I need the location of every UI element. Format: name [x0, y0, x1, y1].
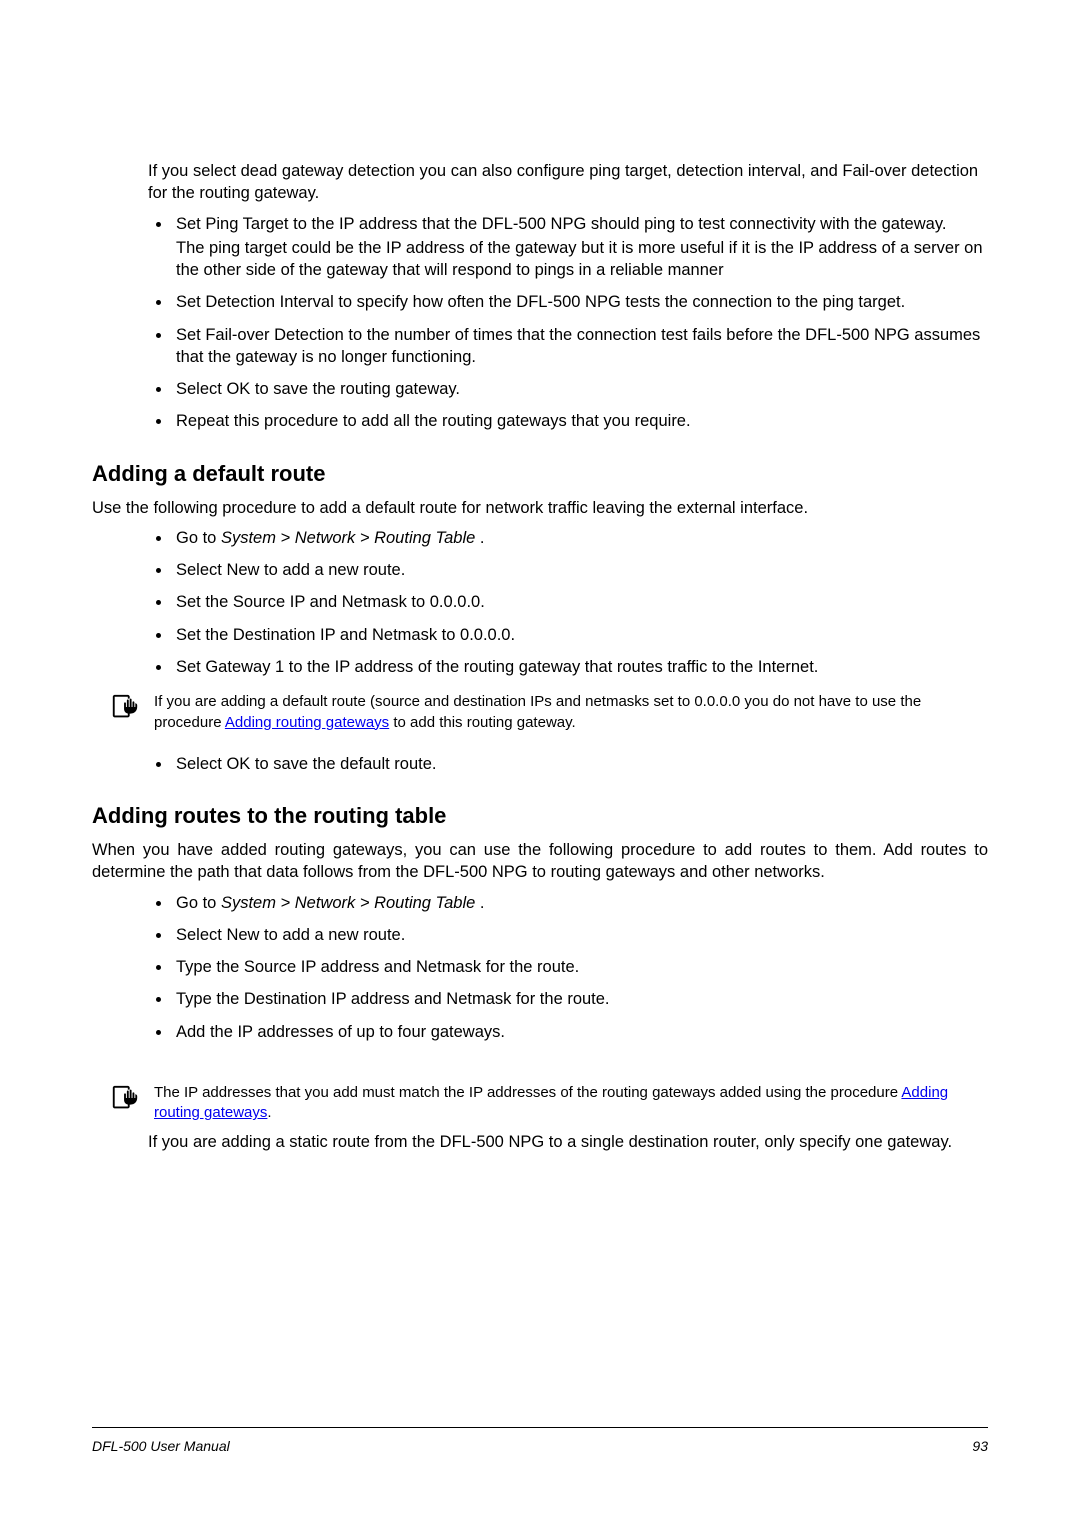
list-item-text: Set Fail-over Detection to the number of…: [176, 326, 980, 366]
list-item-text: Set Gateway 1 to the IP address of the r…: [176, 658, 818, 676]
intro-paragraph: If you select dead gateway detection you…: [148, 160, 988, 205]
link-adding-routing-gateways[interactable]: Adding routing gateways: [225, 714, 389, 731]
list-item-text-post: .: [480, 894, 485, 912]
list-item-text-pre: Go to: [176, 894, 221, 912]
note-hand-icon: [110, 1083, 140, 1118]
list-item-text: Set Ping Target to the IP address that t…: [176, 215, 946, 233]
list-item: Select New to add a new route.: [172, 924, 988, 946]
footer-page-number: 93: [972, 1438, 988, 1454]
bullet-list-section1: Go to System > Network > Routing Table .…: [172, 527, 988, 678]
note-text-post: .: [267, 1104, 271, 1121]
page-footer: DFL-500 User Manual 93: [92, 1427, 988, 1454]
list-item: Set the Source IP and Netmask to 0.0.0.0…: [172, 591, 988, 613]
list-item: Go to System > Network > Routing Table .: [172, 527, 988, 549]
footer-divider: [92, 1427, 988, 1428]
list-item-text: Set the Source IP and Netmask to 0.0.0.0…: [176, 593, 485, 611]
list-item: Go to System > Network > Routing Table .: [172, 892, 988, 914]
note-hand-icon: [110, 692, 140, 727]
list-item-text: Repeat this procedure to add all the rou…: [176, 412, 691, 430]
list-item-text: Type the Destination IP address and Netm…: [176, 990, 610, 1008]
list-item: Set Detection Interval to specify how of…: [172, 291, 988, 313]
list-item: Set Gateway 1 to the IP address of the r…: [172, 656, 988, 678]
section1-paragraph: Use the following procedure to add a def…: [92, 497, 988, 519]
list-item-text: Select New to add a new route.: [176, 561, 405, 579]
note-text: If you are adding a default route (sourc…: [154, 692, 988, 733]
list-item: Type the Destination IP address and Netm…: [172, 988, 988, 1010]
list-item: Set the Destination IP and Netmask to 0.…: [172, 624, 988, 646]
section2-after-note-paragraph: If you are adding a static route from th…: [148, 1131, 988, 1153]
list-item: Select OK to save the default route.: [172, 753, 988, 775]
list-item-text: Set Detection Interval to specify how of…: [176, 293, 905, 311]
section2-paragraph: When you have added routing gateways, yo…: [92, 839, 988, 884]
list-item-text-italic: System > Network > Routing Table: [221, 894, 480, 912]
document-page: If you select dead gateway detection you…: [0, 0, 1080, 1528]
note-text-post: to add this routing gateway.: [389, 714, 576, 731]
note-text: The IP addresses that you add must match…: [154, 1083, 988, 1124]
note-block-section1: If you are adding a default route (sourc…: [110, 692, 988, 733]
list-item-subtext: The ping target could be the IP address …: [176, 237, 988, 282]
bullet-list-section2: Go to System > Network > Routing Table .…: [172, 892, 988, 1043]
list-item-text: Add the IP addresses of up to four gatew…: [176, 1023, 505, 1041]
bullet-list-section1-after: Select OK to save the default route.: [172, 753, 988, 775]
list-item: Add the IP addresses of up to four gatew…: [172, 1021, 988, 1043]
footer-manual-title: DFL-500 User Manual: [92, 1438, 230, 1454]
note-text-pre: The IP addresses that you add must match…: [154, 1084, 901, 1101]
section-heading-routing-table: Adding routes to the routing table: [92, 803, 988, 829]
list-item-text: Set the Destination IP and Netmask to 0.…: [176, 626, 515, 644]
list-item: Set Ping Target to the IP address that t…: [172, 213, 988, 282]
list-item: Repeat this procedure to add all the rou…: [172, 410, 988, 432]
list-item-text-italic: System > Network > Routing Table: [221, 529, 480, 547]
list-item-text: Type the Source IP address and Netmask f…: [176, 958, 579, 976]
note-block-section2: The IP addresses that you add must match…: [110, 1083, 988, 1124]
bullet-list-intro: Set Ping Target to the IP address that t…: [172, 213, 988, 433]
list-item-text: Select OK to save the routing gateway.: [176, 380, 460, 398]
list-item: Set Fail-over Detection to the number of…: [172, 324, 988, 369]
list-item-text-pre: Go to: [176, 529, 221, 547]
list-item: Type the Source IP address and Netmask f…: [172, 956, 988, 978]
list-item: Select OK to save the routing gateway.: [172, 378, 988, 400]
list-item-text: Select New to add a new route.: [176, 926, 405, 944]
list-item-text-post: .: [480, 529, 485, 547]
list-item: Select New to add a new route.: [172, 559, 988, 581]
list-item-text: Select OK to save the default route.: [176, 755, 437, 773]
section-heading-default-route: Adding a default route: [92, 461, 988, 487]
